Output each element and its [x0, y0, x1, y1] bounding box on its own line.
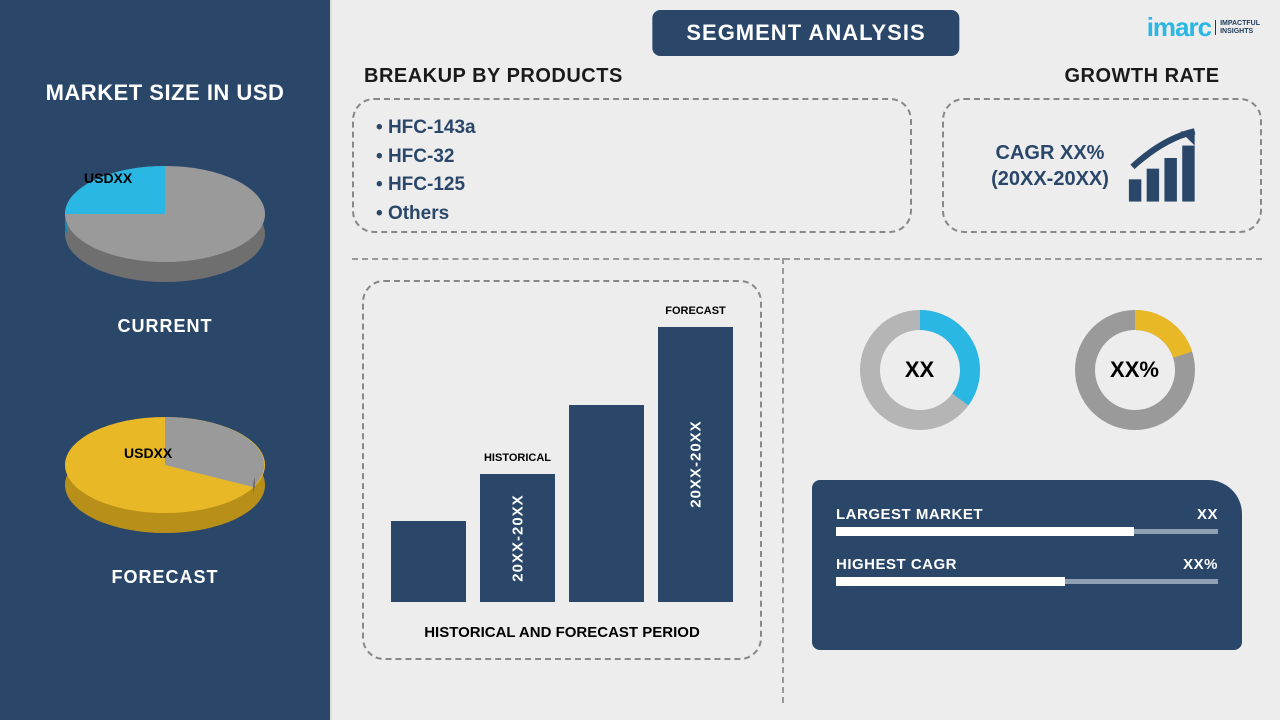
pie-forecast-svg	[40, 387, 290, 557]
bar	[391, 521, 466, 602]
barchart: HISTORICAL20XX-20XXFORECAST20XX-20XX	[390, 312, 734, 602]
barchart-box: HISTORICAL20XX-20XXFORECAST20XX-20XX HIS…	[362, 280, 762, 660]
left-panel-title: MARKET SIZE IN USD	[0, 80, 330, 106]
donut-center: XX%	[1110, 357, 1159, 383]
info-bar-track	[836, 579, 1218, 584]
pie-forecast-label: FORECAST	[0, 567, 330, 588]
info-row-value: XX%	[1183, 556, 1218, 573]
cagr-text: CAGR XX% (20XX-20XX)	[991, 140, 1109, 192]
pie-current-label: CURRENT	[0, 316, 330, 337]
donut-center: XX	[905, 357, 934, 383]
bar-inner-label: 20XX-20XX	[509, 495, 526, 582]
right-area: SEGMENT ANALYSIS imarc IMPACTFULINSIGHTS…	[330, 0, 1280, 720]
divider-horizontal	[352, 258, 1262, 260]
growth-icon	[1123, 126, 1213, 206]
donut: XX%	[1065, 300, 1205, 440]
info-row: HIGHEST CAGR XX%	[836, 556, 1218, 584]
pie-current-svg	[40, 136, 290, 306]
bar: FORECAST20XX-20XX	[658, 327, 733, 603]
bar: HISTORICAL20XX-20XX	[480, 474, 555, 602]
donut-row: XX XX%	[812, 290, 1242, 450]
info-row: LARGEST MARKET XX	[836, 506, 1218, 534]
info-bar-fill	[836, 577, 1065, 586]
breakup-item: HFC-32	[376, 143, 888, 172]
divider-vertical	[782, 258, 784, 703]
segment-analysis-title: SEGMENT ANALYSIS	[652, 10, 959, 56]
logo-sub2: INSIGHTS	[1220, 28, 1253, 35]
info-row-label: HIGHEST CAGR	[836, 556, 957, 573]
pie-forecast-badge: USDXX	[124, 445, 172, 461]
pie-current: USDXX	[40, 136, 290, 306]
logo-text: imarc	[1147, 12, 1211, 43]
info-bar-track	[836, 529, 1218, 534]
breakup-section: BREAKUP BY PRODUCTS	[352, 65, 912, 94]
bar-top-label: HISTORICAL	[484, 452, 551, 464]
info-panel: LARGEST MARKET XX HIGHEST CAGR XX%	[812, 480, 1242, 650]
breakup-item: HFC-143a	[376, 114, 888, 143]
breakup-box: HFC-143aHFC-32HFC-125Others	[352, 98, 912, 233]
breakup-item: Others	[376, 200, 888, 229]
pie-forecast: USDXX	[40, 387, 290, 557]
growth-title: GROWTH RATE	[1032, 65, 1252, 88]
logo-cyan: imarc	[1147, 12, 1211, 42]
logo-sub1: IMPACTFUL	[1220, 20, 1260, 27]
barchart-caption: HISTORICAL AND FORECAST PERIOD	[390, 624, 734, 641]
donut: XX	[850, 300, 990, 440]
breakup-list: HFC-143aHFC-32HFC-125Others	[376, 114, 888, 228]
breakup-title: BREAKUP BY PRODUCTS	[352, 65, 912, 94]
info-row-label: LARGEST MARKET	[836, 506, 983, 523]
bar-top-label: FORECAST	[665, 305, 726, 317]
bar-inner-label: 20XX-20XX	[687, 421, 704, 508]
growth-box: CAGR XX% (20XX-20XX)	[942, 98, 1262, 233]
bar	[569, 405, 644, 602]
logo: imarc IMPACTFULINSIGHTS	[1147, 12, 1260, 43]
logo-subtext: IMPACTFULINSIGHTS	[1215, 20, 1260, 35]
info-row-value: XX	[1197, 506, 1218, 523]
pie-current-badge: USDXX	[84, 170, 132, 186]
breakup-item: HFC-125	[376, 171, 888, 200]
cagr-line1: CAGR XX%	[996, 142, 1105, 164]
left-panel: MARKET SIZE IN USD USDXX CURRENT USDXX F…	[0, 0, 330, 720]
cagr-line2: (20XX-20XX)	[991, 168, 1109, 190]
info-bar-fill	[836, 527, 1134, 536]
